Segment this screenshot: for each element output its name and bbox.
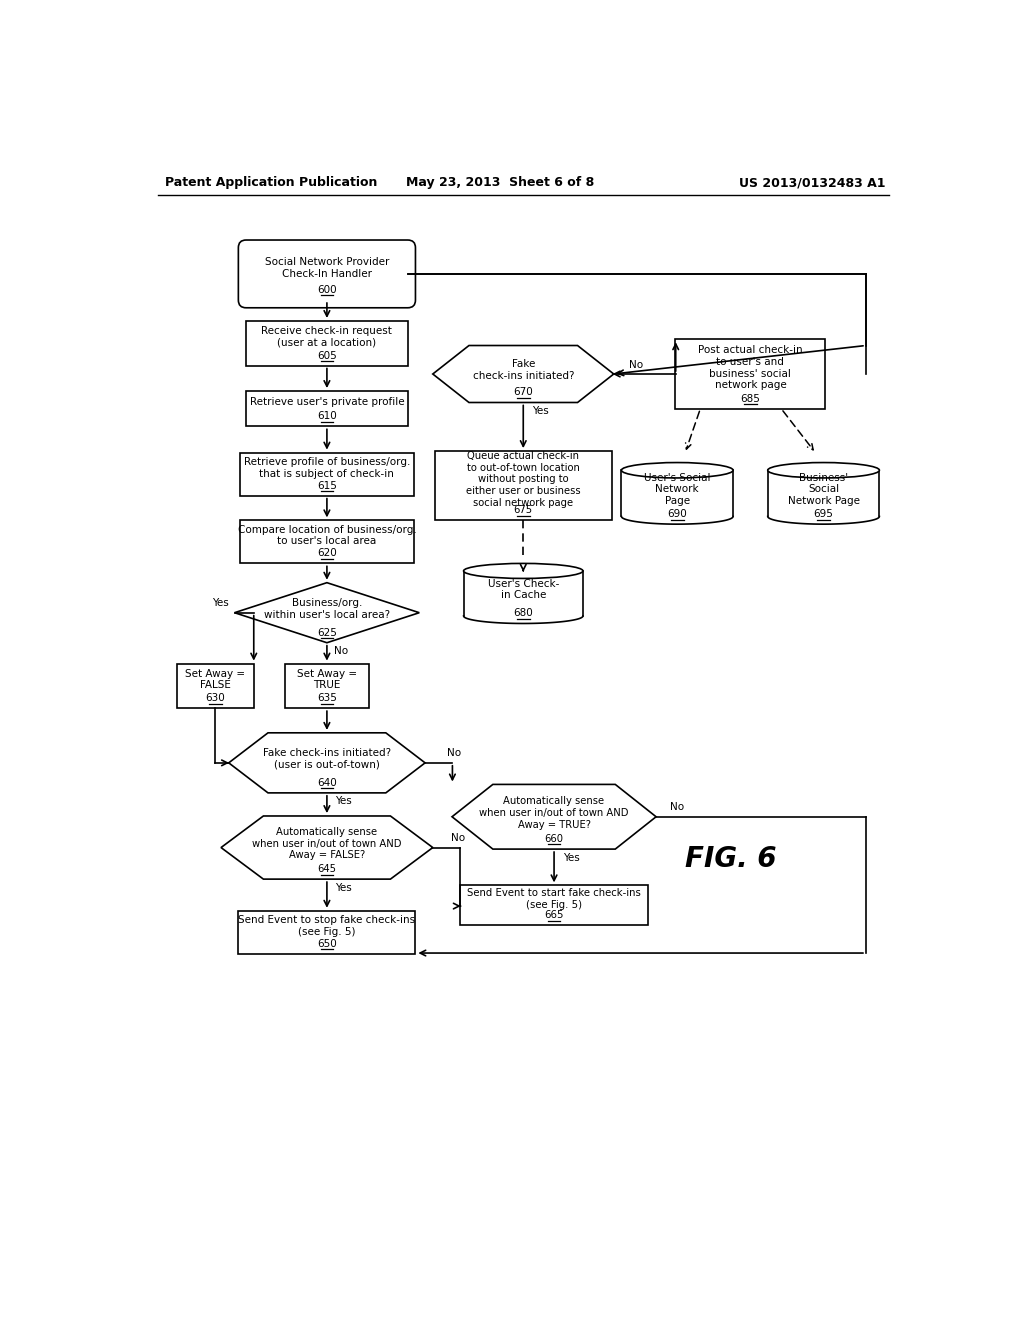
Text: 680: 680 bbox=[513, 609, 534, 619]
Text: No: No bbox=[630, 360, 643, 370]
Text: 615: 615 bbox=[317, 480, 337, 491]
Text: Compare location of business/org.
to user's local area: Compare location of business/org. to use… bbox=[238, 525, 417, 546]
Text: 640: 640 bbox=[317, 777, 337, 788]
Text: Social Network Provider
Check-In Handler: Social Network Provider Check-In Handler bbox=[265, 257, 389, 279]
Text: No: No bbox=[334, 647, 348, 656]
Text: Set Away =
TRUE: Set Away = TRUE bbox=[297, 669, 357, 690]
Polygon shape bbox=[452, 784, 656, 849]
Text: 665: 665 bbox=[545, 911, 564, 920]
Text: 625: 625 bbox=[317, 628, 337, 638]
Bar bbox=[285, 664, 370, 708]
Text: No: No bbox=[670, 801, 684, 812]
Text: 610: 610 bbox=[317, 412, 337, 421]
Text: 685: 685 bbox=[740, 393, 761, 404]
FancyBboxPatch shape bbox=[239, 240, 416, 308]
Text: Automatically sense
when user in/out of town AND
Away = FALSE?: Automatically sense when user in/out of … bbox=[252, 828, 401, 861]
Text: 675: 675 bbox=[514, 506, 532, 515]
Text: Automatically sense
when user in/out of town AND
Away = TRUE?: Automatically sense when user in/out of … bbox=[479, 796, 629, 829]
Text: Set Away =
FALSE: Set Away = FALSE bbox=[185, 669, 246, 690]
Bar bbox=[241, 453, 414, 496]
Text: User's Check-
in Cache: User's Check- in Cache bbox=[487, 578, 559, 601]
Bar bbox=[246, 391, 408, 426]
Text: 690: 690 bbox=[668, 510, 687, 519]
Ellipse shape bbox=[622, 462, 733, 478]
Text: Send Event to stop fake check-ins
(see Fig. 5): Send Event to stop fake check-ins (see F… bbox=[239, 915, 416, 937]
Text: 605: 605 bbox=[317, 351, 337, 360]
Text: 670: 670 bbox=[513, 388, 534, 397]
Bar bbox=[464, 572, 583, 616]
Text: FIG. 6: FIG. 6 bbox=[685, 845, 777, 873]
Bar bbox=[435, 451, 611, 520]
Text: Receive check-in request
(user at a location): Receive check-in request (user at a loca… bbox=[261, 326, 392, 348]
Text: Send Event to start fake check-ins
(see Fig. 5): Send Event to start fake check-ins (see … bbox=[467, 888, 641, 909]
Ellipse shape bbox=[768, 462, 880, 478]
Text: US 2013/0132483 A1: US 2013/0132483 A1 bbox=[738, 176, 885, 189]
Text: Yes: Yes bbox=[336, 796, 352, 807]
Text: No: No bbox=[446, 748, 461, 758]
Text: Fake
check-ins initiated?: Fake check-ins initiated? bbox=[472, 359, 574, 381]
Text: Retrieve profile of business/org.
that is subject of check-in: Retrieve profile of business/org. that i… bbox=[244, 457, 410, 479]
Text: User's Social
Network
Page: User's Social Network Page bbox=[644, 473, 711, 506]
Bar bbox=[241, 520, 414, 564]
Text: 620: 620 bbox=[317, 548, 337, 558]
Bar bbox=[239, 911, 416, 954]
Text: 630: 630 bbox=[206, 693, 225, 704]
Text: Yes: Yes bbox=[212, 598, 229, 609]
Text: 660: 660 bbox=[545, 834, 563, 843]
Text: Retrieve user's private profile: Retrieve user's private profile bbox=[250, 397, 404, 408]
Text: 645: 645 bbox=[317, 865, 337, 874]
Text: Yes: Yes bbox=[562, 853, 580, 862]
Text: 600: 600 bbox=[317, 285, 337, 296]
Bar bbox=[622, 470, 733, 516]
Polygon shape bbox=[221, 816, 433, 879]
Ellipse shape bbox=[464, 564, 583, 578]
Text: 695: 695 bbox=[814, 510, 834, 519]
Text: 650: 650 bbox=[317, 939, 337, 949]
Polygon shape bbox=[234, 582, 419, 643]
Text: Post actual check-in
to user's and
business' social
network page: Post actual check-in to user's and busin… bbox=[698, 346, 803, 391]
Bar bbox=[676, 339, 825, 409]
Polygon shape bbox=[433, 346, 613, 403]
Text: Yes: Yes bbox=[336, 883, 352, 892]
Text: Yes: Yes bbox=[531, 407, 549, 416]
Bar bbox=[768, 470, 880, 516]
Text: 635: 635 bbox=[317, 693, 337, 704]
Bar bbox=[177, 664, 254, 708]
Text: Fake check-ins initiated?
(user is out-of-town): Fake check-ins initiated? (user is out-o… bbox=[263, 748, 391, 770]
Polygon shape bbox=[228, 733, 425, 793]
Text: Patent Application Publication: Patent Application Publication bbox=[165, 176, 378, 189]
Bar bbox=[460, 886, 648, 925]
Text: Business/org.
within user's local area?: Business/org. within user's local area? bbox=[264, 598, 390, 619]
Text: No: No bbox=[451, 833, 465, 842]
Text: Queue actual check-in
to out-of-town location
without posting to
either user or : Queue actual check-in to out-of-town loc… bbox=[466, 451, 581, 508]
Bar bbox=[246, 321, 408, 366]
Text: Business'
Social
Network Page: Business' Social Network Page bbox=[787, 473, 859, 506]
Text: May 23, 2013  Sheet 6 of 8: May 23, 2013 Sheet 6 of 8 bbox=[407, 176, 594, 189]
